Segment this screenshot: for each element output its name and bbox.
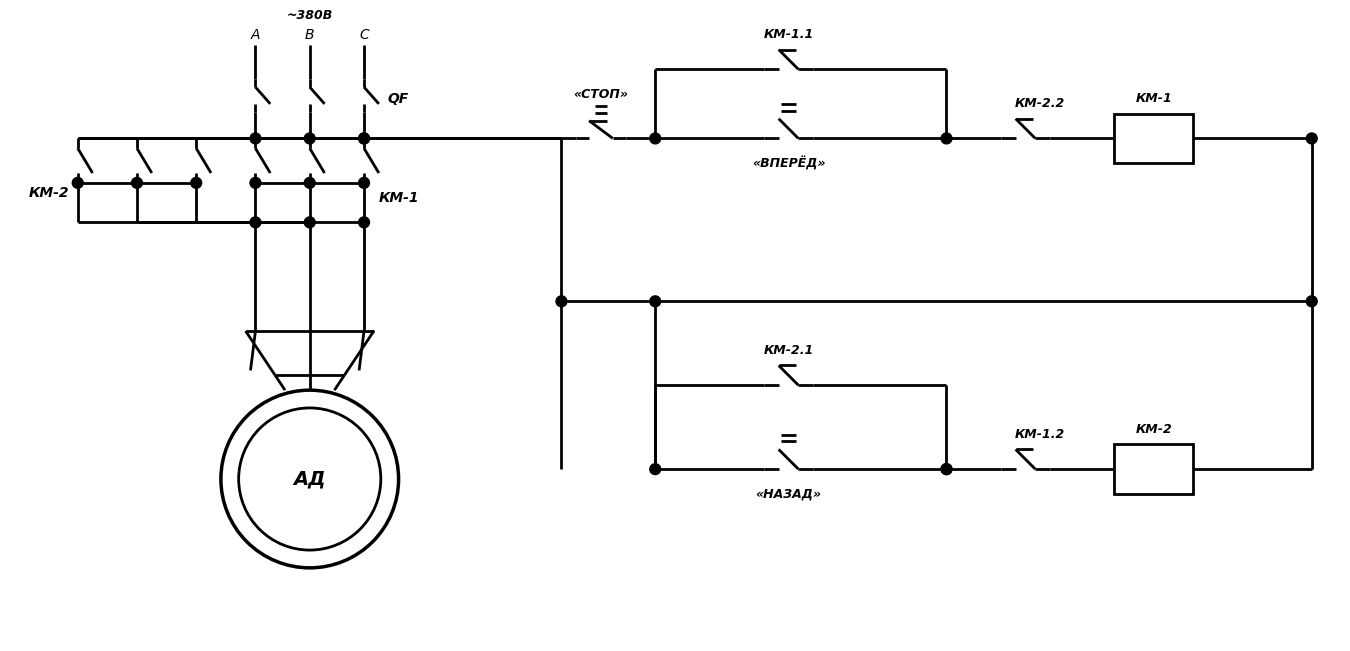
Text: КМ-1: КМ-1 <box>378 191 418 204</box>
Circle shape <box>131 178 142 188</box>
Text: КМ-1.2: КМ-1.2 <box>1015 428 1065 441</box>
Text: «ВПЕРЁД»: «ВПЕРЁД» <box>752 156 825 170</box>
Circle shape <box>190 178 201 188</box>
Circle shape <box>556 296 567 307</box>
Text: «СТОП»: «СТОП» <box>574 87 629 100</box>
Text: B: B <box>305 28 315 42</box>
Circle shape <box>73 178 84 188</box>
Bar <box>1114 445 1193 494</box>
Circle shape <box>359 133 370 144</box>
Circle shape <box>250 178 261 188</box>
Circle shape <box>649 133 660 144</box>
Text: КМ-2: КМ-2 <box>1135 423 1172 436</box>
Circle shape <box>941 464 952 475</box>
Circle shape <box>359 217 370 228</box>
Circle shape <box>250 217 261 228</box>
Text: «НАЗАД»: «НАЗАД» <box>756 488 822 501</box>
Text: A: A <box>251 28 261 42</box>
Text: КМ-2.1: КМ-2.1 <box>763 344 814 357</box>
Circle shape <box>1307 296 1318 307</box>
Bar <box>1114 114 1193 163</box>
Circle shape <box>304 217 315 228</box>
Circle shape <box>941 133 952 144</box>
Circle shape <box>359 178 370 188</box>
Text: КМ-1: КМ-1 <box>1135 92 1172 105</box>
Text: АД: АД <box>293 469 325 488</box>
Circle shape <box>649 296 660 307</box>
Circle shape <box>649 464 660 475</box>
Text: КМ-2: КМ-2 <box>28 186 69 200</box>
Circle shape <box>304 133 315 144</box>
Circle shape <box>1307 133 1318 144</box>
Circle shape <box>941 464 952 475</box>
Circle shape <box>304 178 315 188</box>
Text: C: C <box>359 28 369 42</box>
Circle shape <box>250 133 261 144</box>
Circle shape <box>359 133 370 144</box>
Text: ~380В: ~380В <box>286 8 333 21</box>
Text: КМ-1.1: КМ-1.1 <box>763 28 814 41</box>
Text: КМ-2.2: КМ-2.2 <box>1015 98 1065 111</box>
Text: QF: QF <box>387 92 409 106</box>
